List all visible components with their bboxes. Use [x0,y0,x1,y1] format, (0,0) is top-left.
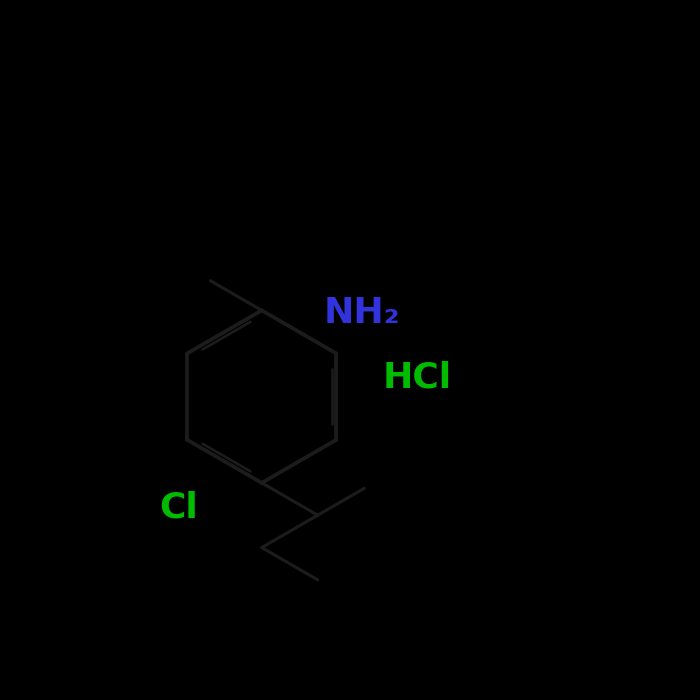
Text: NH₂: NH₂ [323,296,400,330]
Text: HCl: HCl [383,360,452,395]
Text: Cl: Cl [160,490,198,524]
